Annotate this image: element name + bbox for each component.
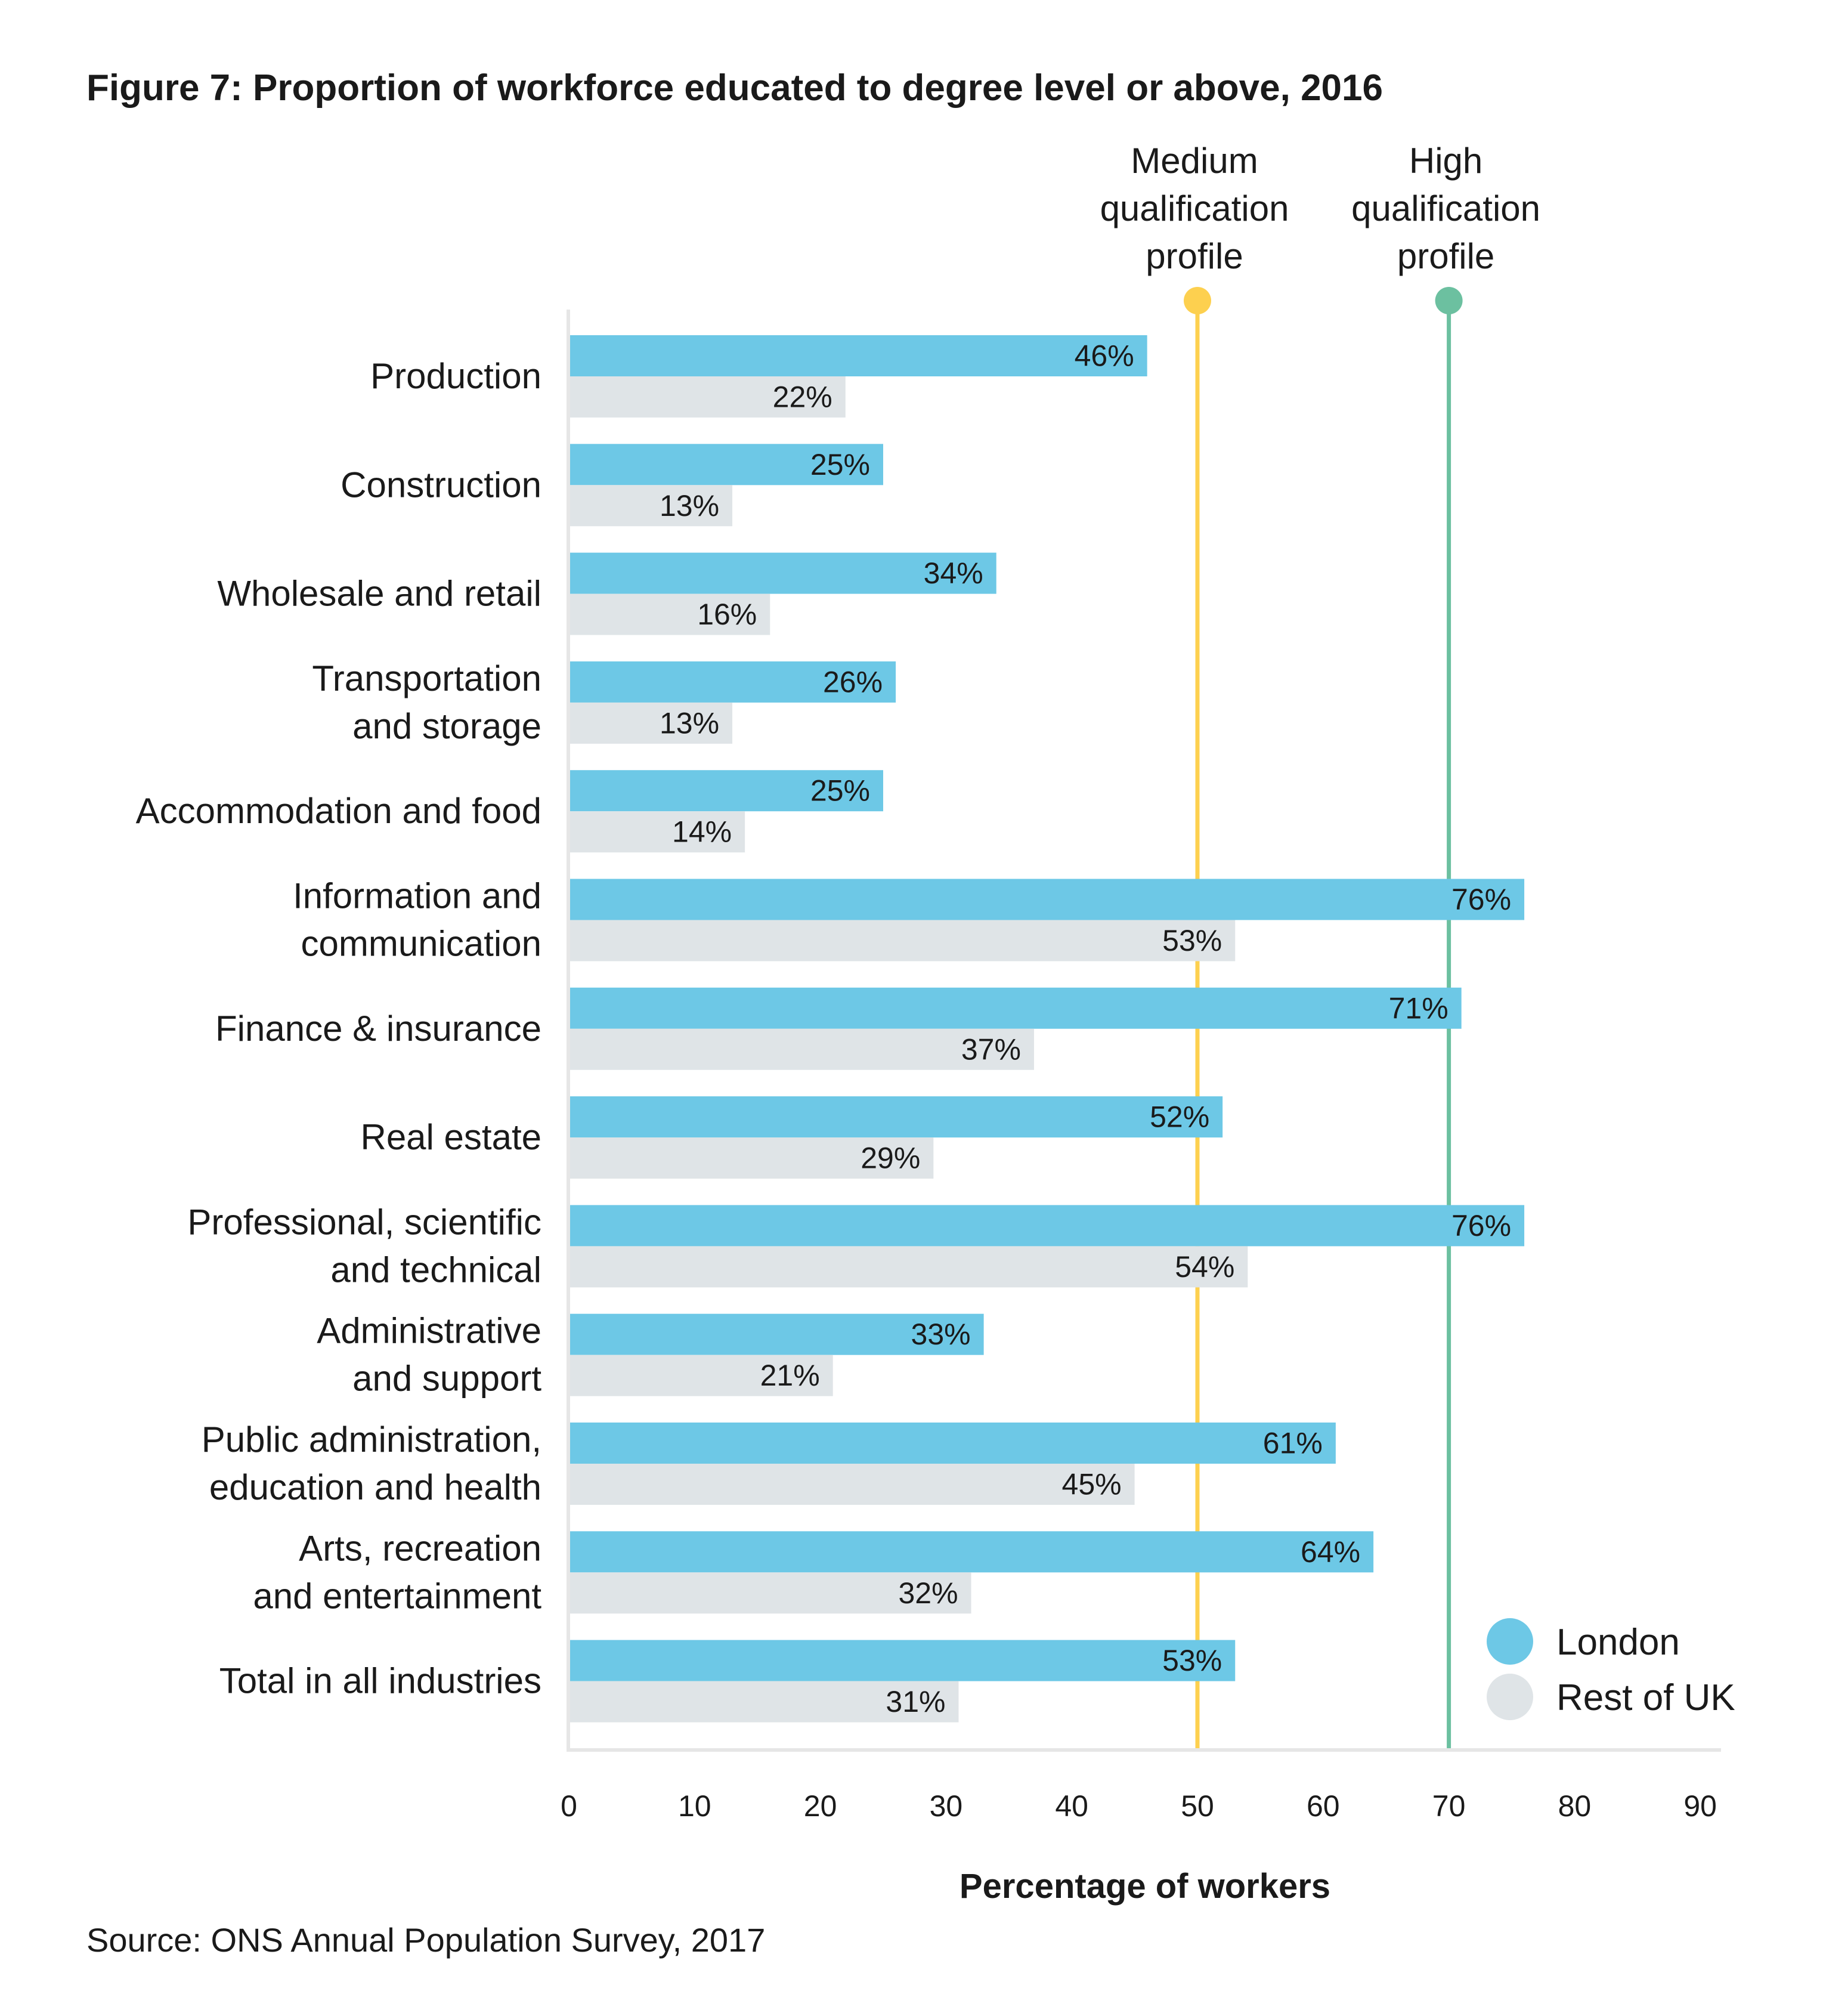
category-label: Finance & insurance (215, 1009, 541, 1049)
bar-london (569, 335, 1147, 376)
bar-rest-of-uk (569, 1028, 1034, 1070)
data-label: 53% (1162, 924, 1222, 957)
data-label: 22% (773, 381, 832, 414)
category-label: Wholesale and retail (217, 574, 541, 614)
category-label: Transportation (312, 658, 541, 698)
bar-london (569, 770, 883, 812)
data-label: 33% (911, 1318, 971, 1351)
x-tick-label: 60 (1307, 1789, 1340, 1823)
data-label: 26% (823, 665, 883, 698)
category-label: Accommodation and food (136, 791, 541, 831)
bar-rest-of-uk (569, 702, 733, 744)
reference-label: qualification (1351, 188, 1540, 228)
data-label: 71% (1389, 991, 1449, 1025)
bar-rest-of-uk (569, 485, 733, 527)
data-label: 61% (1263, 1427, 1323, 1460)
data-label: 16% (697, 598, 757, 631)
bar-rest-of-uk (569, 1355, 833, 1396)
data-label: 14% (672, 815, 732, 849)
reference-label: profile (1397, 236, 1494, 276)
category-label: communication (301, 924, 541, 964)
x-tick-label: 90 (1683, 1789, 1717, 1823)
data-label: 76% (1451, 883, 1511, 916)
bar-rest-of-uk (569, 1246, 1248, 1288)
category-label: Construction (341, 465, 541, 505)
bar-london (569, 1640, 1236, 1681)
x-tick-label: 70 (1432, 1789, 1466, 1823)
category-label: and technical (330, 1250, 541, 1290)
data-label: 54% (1175, 1250, 1234, 1284)
category-label: Public administration, (202, 1420, 541, 1460)
x-tick-label: 30 (930, 1789, 963, 1823)
x-tick-label: 10 (678, 1789, 711, 1823)
data-label: 46% (1075, 339, 1134, 373)
category-label: Total in all industries (219, 1661, 541, 1701)
bar-rest-of-uk (569, 1464, 1135, 1505)
legend-label: London (1556, 1622, 1680, 1663)
category-label: Arts, recreation (299, 1528, 541, 1568)
x-tick-label: 40 (1055, 1789, 1088, 1823)
bar-london (569, 1096, 1223, 1138)
x-tick-label: 50 (1181, 1789, 1214, 1823)
data-label: 13% (660, 706, 719, 740)
bar-rest-of-uk (569, 920, 1236, 961)
x-tick-label: 20 (804, 1789, 837, 1823)
bar-rest-of-uk (569, 1137, 934, 1179)
bar-rest-of-uk (569, 593, 770, 635)
bar-london (569, 879, 1525, 920)
bar-london (569, 1205, 1525, 1247)
data-label: 45% (1062, 1468, 1122, 1501)
bar-london (569, 661, 896, 703)
category-label: and support (352, 1359, 541, 1399)
category-label: and entertainment (253, 1576, 541, 1616)
category-label: Professional, scientific (187, 1202, 541, 1242)
data-label: 31% (886, 1685, 945, 1718)
chart-title: Figure 7: Proportion of workforce educat… (86, 67, 1383, 109)
reference-marker (1435, 287, 1463, 314)
data-label: 34% (924, 556, 983, 590)
bar-rest-of-uk (569, 811, 745, 853)
bar-london (569, 1531, 1374, 1573)
data-label: 32% (898, 1576, 958, 1610)
bar-rest-of-uk (569, 1681, 959, 1723)
reference-label: High (1409, 141, 1482, 181)
category-label: and storage (352, 706, 541, 746)
category-label: Administrative (317, 1311, 541, 1351)
category-label: Information and (293, 876, 541, 916)
bar-london (569, 1423, 1336, 1464)
bar-london (569, 1313, 984, 1355)
category-label: Real estate (360, 1117, 541, 1157)
data-label: 52% (1150, 1100, 1209, 1134)
data-label: 13% (660, 489, 719, 522)
legend-label: Rest of UK (1556, 1677, 1735, 1718)
bar-rest-of-uk (569, 376, 846, 418)
data-label: 21% (760, 1359, 820, 1392)
x-tick-label: 80 (1558, 1789, 1592, 1823)
reference-label: profile (1146, 236, 1243, 276)
data-label: 37% (961, 1032, 1021, 1066)
source-note: Source: ONS Annual Population Survey, 20… (86, 1921, 765, 1959)
data-label: 53% (1162, 1644, 1222, 1677)
data-label: 76% (1451, 1209, 1511, 1242)
category-label: education and health (209, 1467, 541, 1507)
bar-london (569, 552, 996, 594)
data-label: 29% (861, 1142, 920, 1175)
reference-label: qualification (1100, 188, 1289, 228)
legend-swatch (1487, 1674, 1533, 1720)
reference-label: Medium (1131, 141, 1258, 181)
bar-rest-of-uk (569, 1572, 971, 1614)
category-label: Production (370, 356, 541, 396)
data-label: 25% (810, 774, 870, 808)
legend-swatch (1487, 1618, 1533, 1665)
data-label: 25% (810, 448, 870, 481)
x-axis-label: Percentage of workers (960, 1867, 1330, 1906)
data-label: 64% (1301, 1535, 1360, 1569)
bar-london (569, 987, 1462, 1029)
bar-london (569, 444, 883, 486)
reference-marker (1184, 287, 1211, 314)
x-tick-label: 0 (561, 1789, 577, 1823)
